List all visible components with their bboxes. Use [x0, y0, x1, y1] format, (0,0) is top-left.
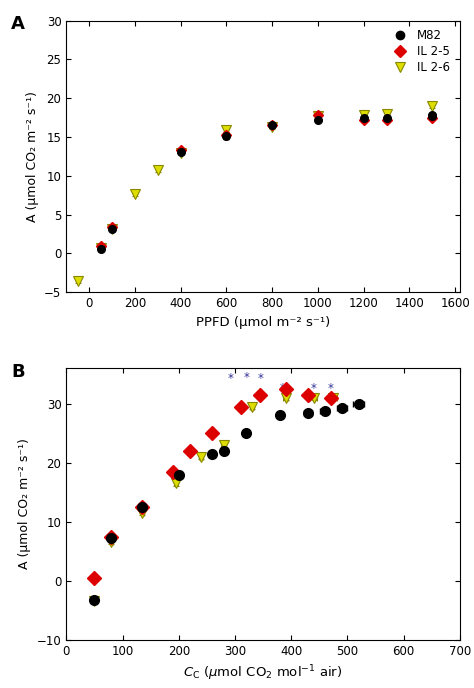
Text: *: *	[243, 371, 249, 384]
Text: B: B	[11, 363, 25, 381]
Text: A: A	[11, 15, 25, 33]
Text: *: *	[328, 383, 333, 396]
Text: *: *	[311, 383, 317, 396]
X-axis label: PPFD (μmol m⁻² s⁻¹): PPFD (μmol m⁻² s⁻¹)	[196, 316, 330, 329]
Y-axis label: A (μmol CO₂ m⁻² s⁻¹): A (μmol CO₂ m⁻² s⁻¹)	[18, 439, 31, 570]
Y-axis label: A (μmol CO₂ m⁻² s⁻¹): A (μmol CO₂ m⁻² s⁻¹)	[26, 91, 39, 222]
Legend: M82, IL 2-5, IL 2-6: M82, IL 2-5, IL 2-6	[389, 30, 450, 74]
Text: *: *	[257, 372, 263, 385]
X-axis label: $C_\mathrm{C}$ ($\mu$mol CO$_2$ mol$^{-1}$ air): $C_\mathrm{C}$ ($\mu$mol CO$_2$ mol$^{-1…	[183, 663, 343, 683]
Text: *: *	[280, 383, 286, 396]
Text: *: *	[228, 372, 234, 385]
